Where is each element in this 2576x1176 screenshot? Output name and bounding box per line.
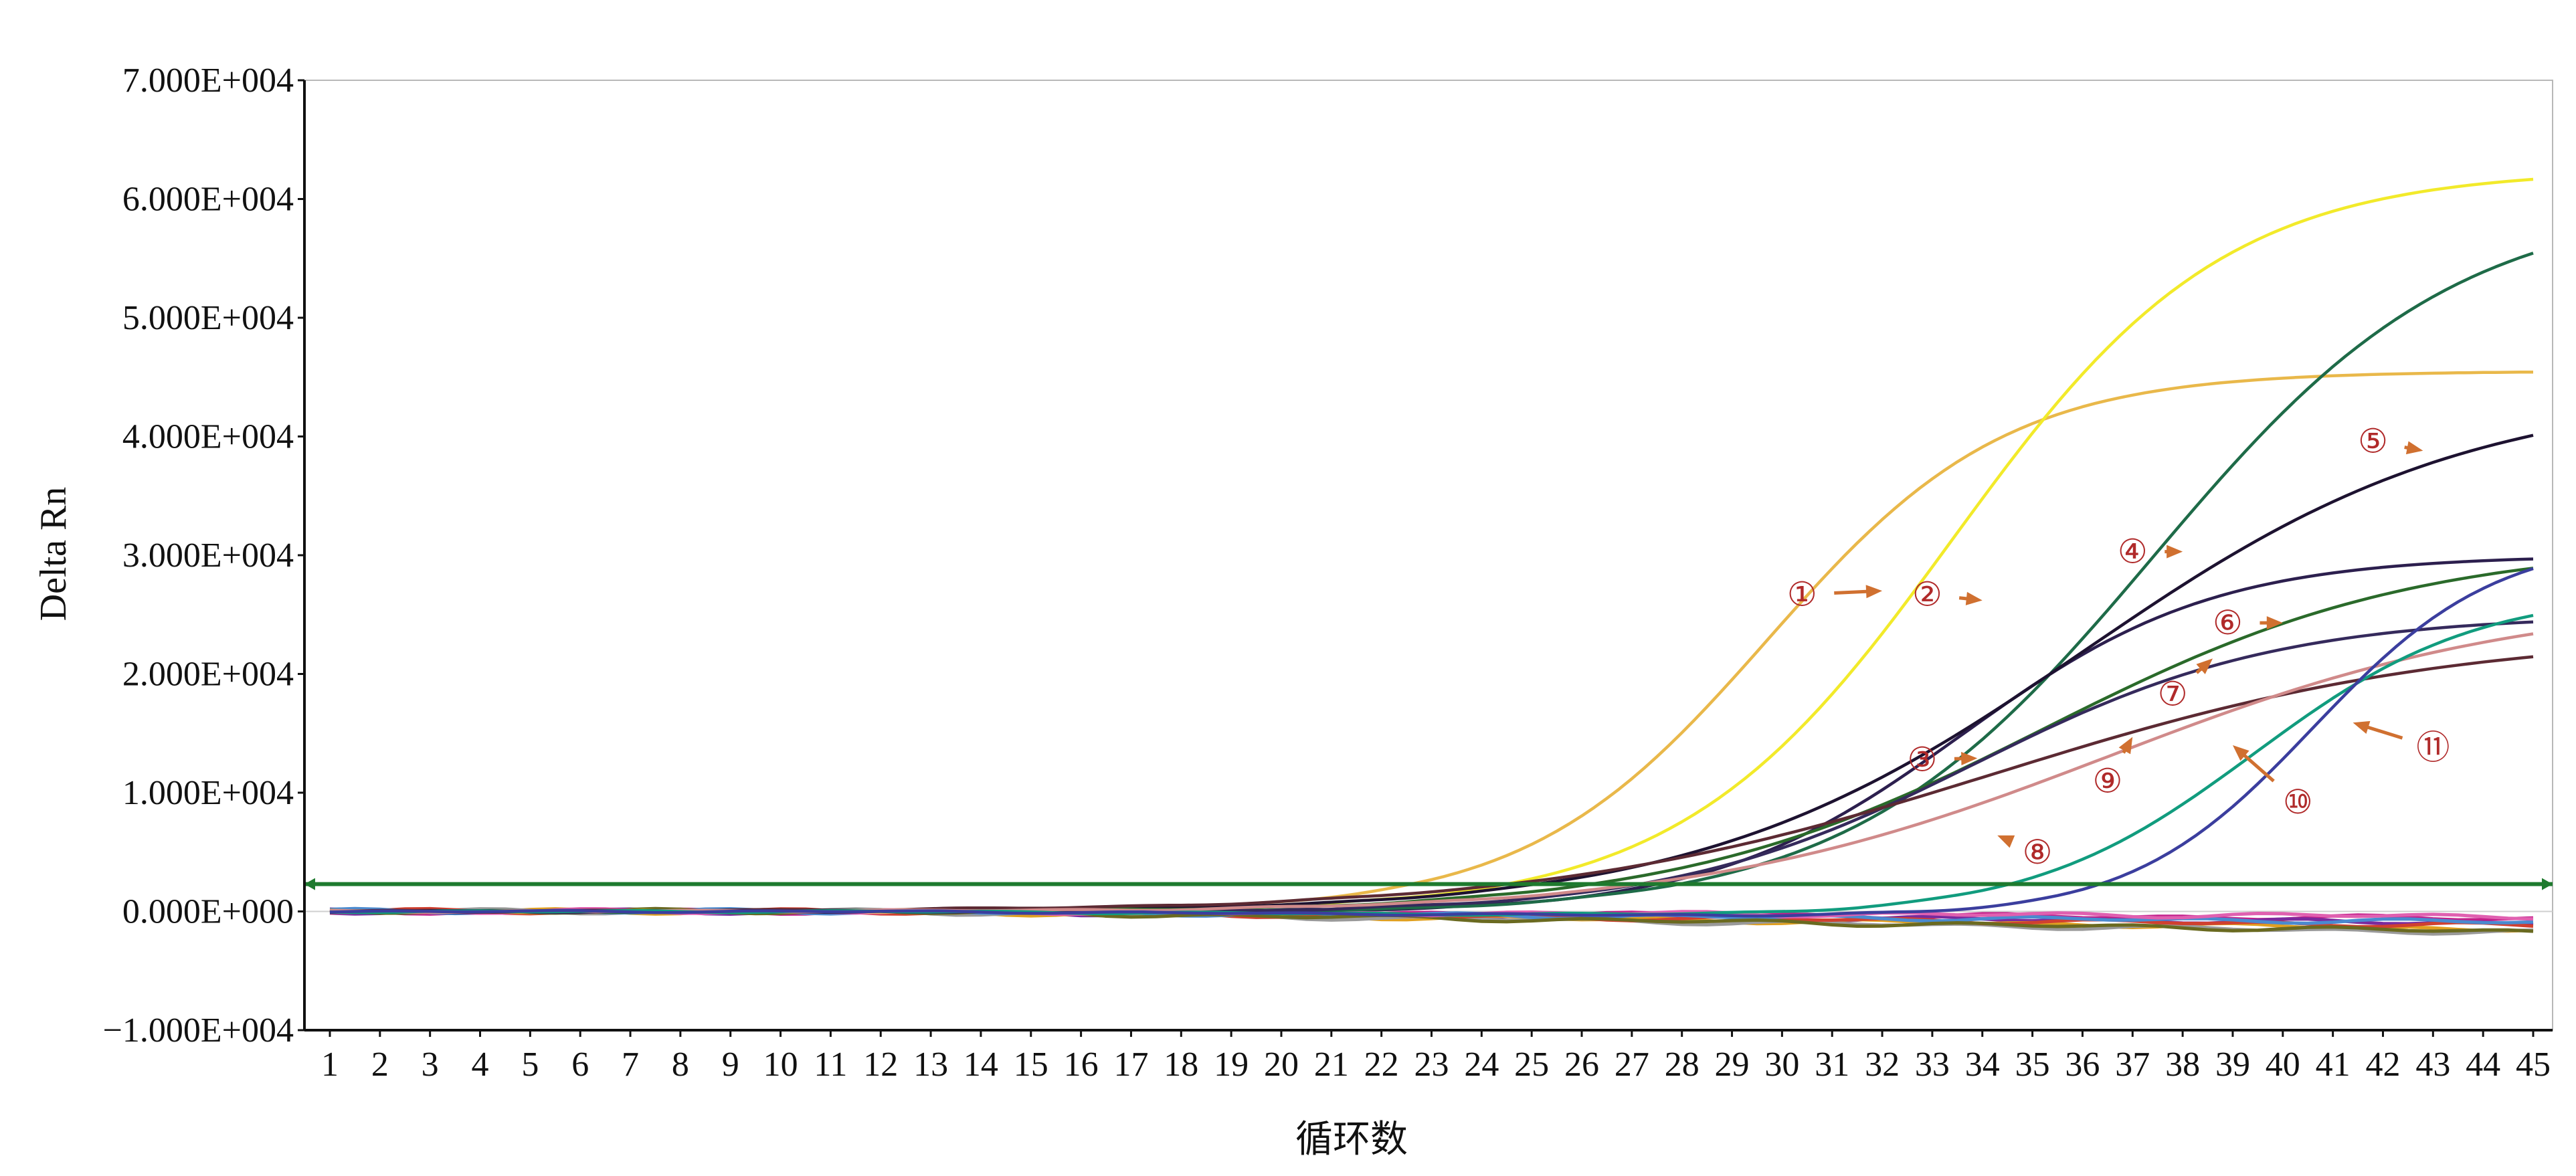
annotation-label-4: ④ [2118, 533, 2148, 571]
annotation-arrowhead-10 [2232, 745, 2249, 761]
plot-area [304, 80, 2553, 1031]
x-tick-label-31: 31 [1815, 1046, 1849, 1084]
annotation-arrowhead-5 [2405, 441, 2423, 455]
axis-group: 7.000E+004 6.000E+004 5.000E+004 4.000E+004… [103, 62, 2553, 1084]
x-tick-label-32: 32 [1865, 1046, 1900, 1084]
x-tick-label-6: 6 [571, 1046, 589, 1084]
annotation-arrow-11 [2363, 724, 2403, 740]
annotation-arrow-10 [2239, 751, 2275, 783]
x-tick-label-10: 10 [763, 1046, 798, 1084]
x-tick-label-9: 9 [722, 1046, 739, 1084]
annotation-arrowhead-8 [1997, 835, 2015, 848]
annotation-label-3: ③ [1908, 741, 1938, 778]
x-tick-label-29: 29 [1715, 1046, 1750, 1084]
annotation-label-6: ⑥ [2213, 604, 2243, 642]
annotation-label-1: ① [1787, 576, 1817, 613]
x-tick-label-33: 33 [1915, 1046, 1950, 1084]
annotation-arrowhead-4 [2167, 545, 2183, 559]
annotation-arrowhead-2 [1965, 591, 1983, 605]
x-tick-label-11: 11 [814, 1046, 847, 1084]
annotation-arrowhead-3 [1961, 752, 1978, 766]
x-tick-label-8: 8 [672, 1046, 689, 1084]
x-tick-label-2: 2 [371, 1046, 389, 1084]
x-tick-label-4: 4 [472, 1046, 489, 1084]
x-tick-label-17: 17 [1113, 1046, 1148, 1084]
annotation-arrowhead-11 [2353, 720, 2371, 734]
x-tick-label-15: 15 [1014, 1046, 1048, 1084]
x-tick-label-12: 12 [863, 1046, 898, 1084]
annotation-arrowhead-9 [2118, 737, 2133, 755]
y-tick-label-5: 3.000E+004 [122, 536, 294, 575]
annotation-arrowhead-1 [1865, 585, 1883, 599]
x-tick-label-20: 20 [1264, 1046, 1299, 1084]
x-tick-label-22: 22 [1364, 1046, 1399, 1084]
x-tick-label-36: 36 [2065, 1046, 2100, 1084]
x-tick-label-26: 26 [1564, 1046, 1599, 1084]
annotation-arrowhead-6 [2266, 616, 2283, 630]
annotation-group: ① ② ③ ④ ⑤ ⑥⑦ ⑧ ⑨ ⑩ ⑪ [1787, 423, 2450, 871]
y-tick-label-7: 1.000E+004 [122, 774, 294, 812]
x-tick-label-1: 1 [321, 1046, 339, 1084]
y-axis-label: Delta Rn [33, 487, 74, 621]
x-tick-label-42: 42 [2365, 1046, 2400, 1084]
y-tick-label-9: −1.000E+004 [103, 1011, 294, 1050]
series-group [329, 177, 2534, 936]
x-tick-label-3: 3 [422, 1046, 439, 1084]
x-tick-label-13: 13 [913, 1046, 948, 1084]
x-tick-label-35: 35 [2015, 1046, 2050, 1084]
x-tick-label-23: 23 [1414, 1046, 1449, 1084]
x-tick-label-41: 41 [2316, 1046, 2351, 1084]
x-tick-label-5: 5 [521, 1046, 539, 1084]
x-tick-label-43: 43 [2415, 1046, 2450, 1084]
x-tick-label-27: 27 [1615, 1046, 1649, 1084]
x-tick-label-16: 16 [1064, 1046, 1099, 1084]
annotation-label-2: ② [1912, 576, 1942, 613]
x-tick-label-21: 21 [1314, 1046, 1349, 1084]
x-tick-label-28: 28 [1665, 1046, 1699, 1084]
y-tick-label-4: 4.000E+004 [122, 418, 294, 456]
threshold-arrow-right [2542, 878, 2553, 890]
x-tick-label-45: 45 [2516, 1046, 2551, 1084]
y-tick-label-1: 7.000E+004 [122, 62, 294, 100]
y-tick-label-6: 2.000E+004 [122, 656, 294, 694]
x-tick-label-37: 37 [2115, 1046, 2150, 1084]
annotation-label-7: ⑦ [2158, 676, 2188, 713]
x-tick-label-18: 18 [1164, 1046, 1198, 1084]
x-tick-label-14: 14 [963, 1046, 998, 1084]
y-tick-label-2: 6.000E+004 [122, 181, 294, 219]
annotation-arrow-1 [1834, 589, 1872, 595]
x-tick-label-7: 7 [622, 1046, 639, 1084]
x-tick-label-39: 39 [2215, 1046, 2250, 1084]
annotation-label-9: ⑨ [2092, 762, 2122, 799]
y-tick-label-3: 5.000E+004 [122, 299, 294, 337]
x-tick-label-40: 40 [2266, 1046, 2300, 1084]
x-tick-label-19: 19 [1214, 1046, 1249, 1084]
x-tick-label-30: 30 [1764, 1046, 1799, 1084]
x-tick-label-34: 34 [1965, 1046, 2000, 1084]
threshold-arrow-left [304, 878, 315, 890]
annotation-label-10: ⑩ [2283, 783, 2313, 821]
threshold-group [304, 878, 2553, 890]
amplification-curve-11 [329, 567, 2534, 918]
annotation-arrowhead-7 [2196, 658, 2213, 674]
annotation-label-11: ⑪ [2416, 729, 2450, 767]
y-tick-label-8: 0.000E+000 [122, 893, 294, 931]
x-tick-label-44: 44 [2466, 1046, 2500, 1084]
plot-frame [304, 80, 2553, 1031]
amplification-curve-9 [329, 632, 2534, 914]
x-tick-label-25: 25 [1514, 1046, 1549, 1084]
annotation-label-5: ⑤ [2358, 423, 2388, 460]
x-axis-label: 循环数 [1295, 1119, 1408, 1161]
x-tick-label-24: 24 [1464, 1046, 1499, 1084]
x-tick-label-38: 38 [2165, 1046, 2200, 1084]
annotation-label-8: ⑧ [2023, 834, 2053, 871]
